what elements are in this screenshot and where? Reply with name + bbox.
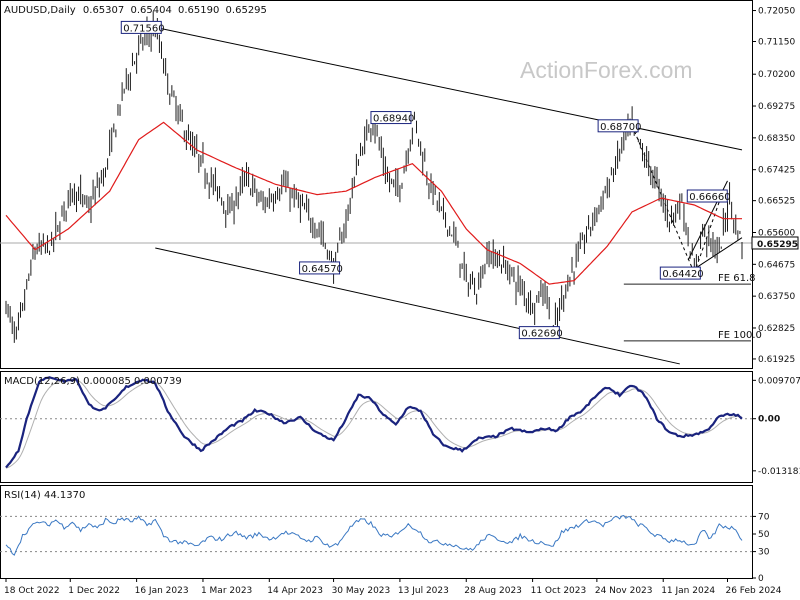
macd-signal-line	[5, 379, 743, 469]
macd-y-tick-label: 0.00	[758, 415, 780, 425]
y-tick-label: 0.71150	[758, 38, 795, 48]
price-label: 0.64570	[302, 264, 343, 275]
macd-panel-title: MACD(12,26,9) 0.000085 0.000739	[4, 376, 182, 387]
y-tick-label: 0.72050	[758, 7, 795, 17]
price-label: 0.68700	[600, 122, 641, 133]
x-tick-label: 11 Jan 2024	[661, 586, 715, 596]
ohlc-low: 0.65190	[178, 5, 219, 16]
macd-y-tick-label: 0.009707	[758, 376, 800, 386]
x-tick-label: 24 Nov 2023	[595, 586, 653, 596]
y-tick-label: 0.68350	[758, 134, 795, 144]
price-label: 0.71560	[123, 23, 164, 34]
price-label-box	[659, 266, 701, 280]
rsi-y-tick-label: 0	[758, 574, 764, 584]
x-tick-label: 18 Oct 2022	[4, 586, 60, 596]
y-tick-label: 0.64675	[758, 260, 795, 270]
current-price-value: 0.65295	[757, 240, 798, 250]
x-tick-label: 13 Jul 2023	[398, 586, 449, 596]
macd-series-group: 0.009707 0.00 -0.013181	[0, 376, 800, 477]
macd-line	[5, 376, 743, 469]
price-label: 0.66660	[689, 192, 730, 203]
price-label-box	[597, 119, 639, 133]
price-label-box	[299, 261, 341, 275]
price-series-group: FE 61.8 FE 100.0 0.71560 0.64570 0.68940 0.62…	[0, 11, 799, 365]
x-tick-label: 28 Aug 2023	[464, 586, 522, 596]
trend-line	[155, 247, 680, 365]
x-tick-label: 16 Jan 2023	[135, 586, 189, 596]
price-label-box	[370, 111, 412, 125]
trend-line	[155, 26, 743, 151]
current-price-tag	[751, 236, 799, 250]
y-tick-label: 0.66525	[758, 197, 795, 207]
rsi-series-group: 70 50 30 0	[0, 512, 770, 584]
x-tick-label: 11 Oct 2023	[531, 586, 587, 596]
rsi-panel-frame	[0, 485, 753, 579]
moving-average-line	[5, 121, 742, 285]
x-tick-label: 14 Apr 2023	[267, 586, 323, 596]
price-label: 0.68940	[373, 114, 414, 125]
macd-panel-frame	[0, 371, 753, 483]
y-tick-label: 0.65600	[758, 228, 795, 238]
fib-level-label: FE 61.8	[718, 273, 756, 284]
y-tick-label: 0.67425	[758, 166, 795, 176]
y-tick-label: 0.70200	[758, 70, 795, 80]
macd-y-tick-label: -0.013181	[758, 467, 800, 477]
price-label-box	[518, 326, 560, 340]
x-tick-label: 26 Feb 2024	[725, 586, 781, 596]
price-panel-title: AUDUSD,Daily 0.65307 0.65404 0.65190 0.6…	[4, 5, 267, 16]
rsi-y-tick-label: 70	[758, 512, 770, 522]
price-label-box	[686, 189, 728, 203]
y-tick-label: 0.63750	[758, 292, 795, 302]
y-tick-label: 0.61925	[758, 355, 795, 365]
rsi-panel-title: RSI(14) 44.1370	[4, 490, 85, 501]
price-label: 0.62690	[521, 329, 562, 340]
price-label-box	[120, 20, 162, 34]
fib-level-label: FE 100.0	[718, 330, 762, 341]
x-tick-label: 30 May 2023	[332, 586, 391, 596]
watermark: ActionForex.com	[520, 57, 693, 83]
symbol-label: AUDUSD,Daily	[4, 5, 76, 16]
ohlc-high: 0.65404	[130, 5, 171, 16]
rsi-y-tick-label: 50	[758, 530, 770, 540]
x-tick-label: 1 Mar 2023	[201, 586, 252, 596]
axis-labels-group: 0.72050 0.71150 0.70200 0.69275 0.68350 0.674…	[4, 7, 795, 596]
ohlc-open: 0.65307	[83, 5, 124, 16]
rsi-y-tick-label: 30	[758, 548, 770, 558]
price-label: 0.64420	[662, 269, 703, 280]
y-tick-label: 0.69275	[758, 102, 795, 112]
rsi-line	[5, 515, 743, 556]
price-panel-frame	[0, 0, 753, 369]
x-tick-label: 1 Dec 2022	[68, 586, 120, 596]
y-tick-label: 0.62825	[758, 324, 795, 334]
ohlc-close: 0.65295	[226, 5, 267, 16]
